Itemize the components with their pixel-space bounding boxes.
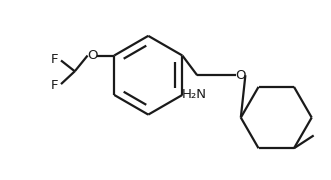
Text: O: O [87, 49, 98, 62]
Text: F: F [51, 79, 58, 92]
Text: O: O [235, 69, 246, 82]
Text: F: F [51, 53, 58, 66]
Text: H₂N: H₂N [182, 88, 207, 101]
